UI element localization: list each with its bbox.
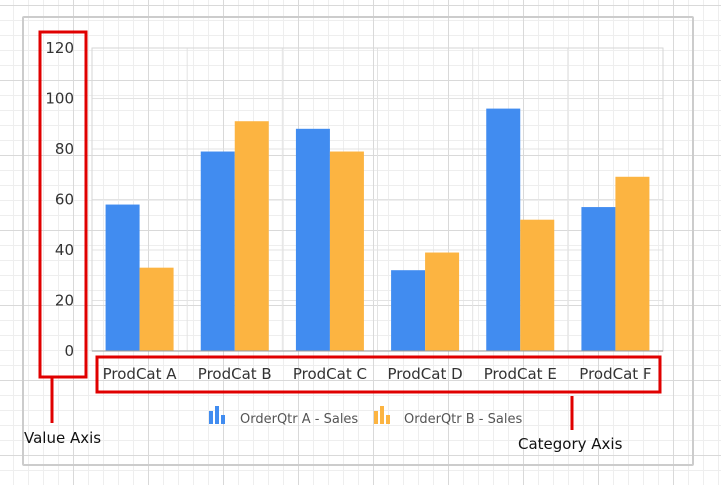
x-tick-labels: ProdCat A ProdCat B ProdCat C ProdCat D Prod… (103, 365, 652, 383)
bar-series-a-5[interactable] (581, 207, 616, 351)
bar-series-a-0[interactable] (105, 204, 140, 351)
bar-series-b-1[interactable] (234, 121, 269, 351)
bar-chart-icon (374, 406, 390, 424)
legend: OrderQtr A - Sales OrderQtr B - Sales (209, 406, 522, 427)
bar-series-b-0[interactable] (139, 267, 174, 351)
category-axis-annotation: Category Axis (518, 435, 623, 453)
y-tick-label: 60 (55, 191, 74, 209)
legend-label: OrderQtr A - Sales (240, 412, 358, 427)
bar-series-a-3[interactable] (391, 270, 426, 351)
x-tick-label: ProdCat B (198, 365, 272, 383)
y-tick-label: 120 (45, 39, 74, 57)
x-tick-label: ProdCat D (387, 365, 462, 383)
y-tick-labels: 0 20 40 60 80 100 120 (45, 39, 74, 360)
value-axis-highlight-box (38, 30, 88, 379)
y-tick-label: 40 (55, 241, 74, 259)
y-tick-label: 100 (45, 90, 74, 108)
bar-chart-icon (209, 406, 225, 424)
legend-item-series-b[interactable]: OrderQtr B - Sales (374, 406, 522, 427)
bar-series-b-3[interactable] (425, 252, 460, 351)
y-tick-label: 80 (55, 140, 74, 158)
bar-series-b-4[interactable] (520, 219, 555, 351)
bar-series-a-2[interactable] (295, 128, 330, 351)
bar-series-b-5[interactable] (615, 176, 650, 351)
bar-series-a-1[interactable] (200, 151, 235, 351)
bar-series-b-2[interactable] (329, 151, 364, 351)
category-axis-highlight-box (95, 355, 662, 394)
x-tick-label: ProdCat F (579, 365, 651, 383)
x-tick-label: ProdCat E (484, 365, 557, 383)
legend-label: OrderQtr B - Sales (404, 412, 522, 427)
x-tick-label: ProdCat C (293, 365, 367, 383)
y-tick-label: 20 (55, 292, 74, 310)
x-tick-label: ProdCat A (103, 365, 178, 383)
bar-series-a-4[interactable] (486, 108, 521, 351)
value-axis-annotation: Value Axis (24, 429, 101, 447)
legend-item-series-a[interactable]: OrderQtr A - Sales (209, 406, 358, 427)
chart-frame (22, 16, 694, 466)
y-tick-label: 0 (64, 342, 74, 360)
gridlines (91, 47, 664, 352)
bars (105, 108, 650, 351)
